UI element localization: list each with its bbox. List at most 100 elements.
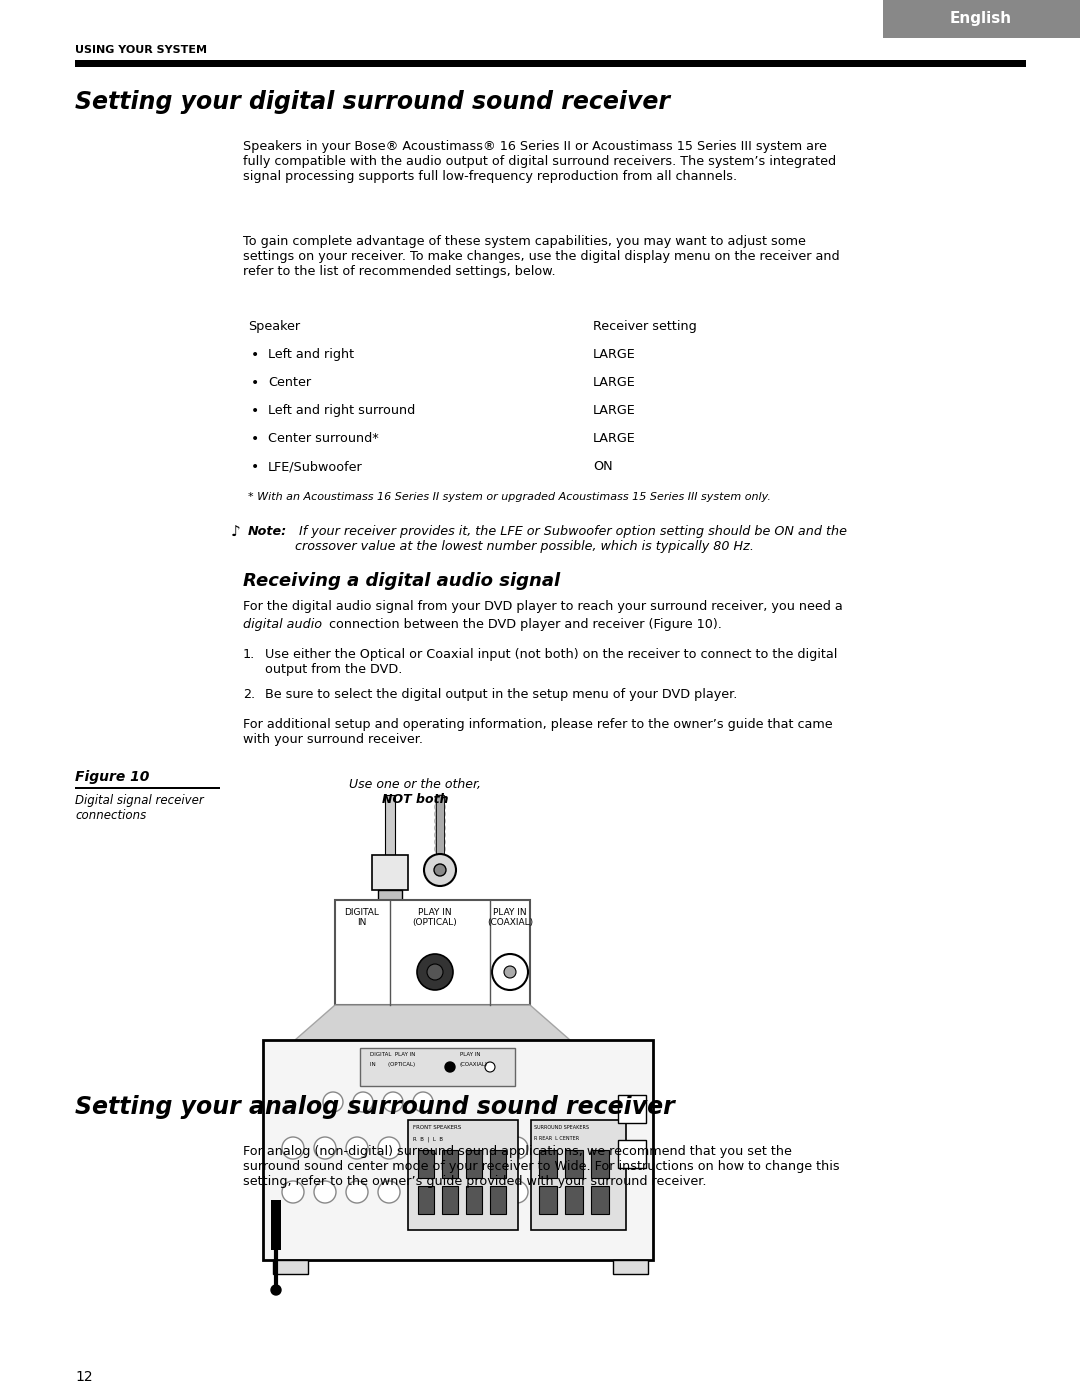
Text: LARGE: LARGE: [593, 404, 636, 416]
Circle shape: [434, 863, 446, 876]
Text: * With an Acoustimass 16 Series II system or upgraded Acoustimass 15 Series III : * With an Acoustimass 16 Series II syste…: [248, 492, 771, 502]
Bar: [378, 890, 402, 909]
Circle shape: [507, 1180, 528, 1203]
Text: IN       (OPTICAL): IN (OPTICAL): [370, 1062, 415, 1067]
Circle shape: [271, 1285, 281, 1295]
Text: Setting your analog surround sound receiver: Setting your analog surround sound recei…: [75, 1095, 675, 1119]
Circle shape: [314, 1137, 336, 1160]
Circle shape: [570, 1137, 592, 1160]
Circle shape: [417, 954, 453, 990]
Circle shape: [410, 1180, 432, 1203]
Bar: [360, 1048, 515, 1085]
Circle shape: [378, 1180, 400, 1203]
Bar: [271, 1200, 281, 1250]
Text: To gain complete advantage of these system capabilities, you may want to adjust : To gain complete advantage of these syst…: [243, 235, 839, 278]
Bar: [372, 855, 408, 890]
Bar: [442, 1150, 458, 1178]
Bar: [264, 1039, 653, 1260]
Circle shape: [538, 1180, 561, 1203]
Text: Figure 10: Figure 10: [75, 770, 149, 784]
Text: Receiving a digital audio signal: Receiving a digital audio signal: [243, 571, 561, 590]
Text: ♪: ♪: [231, 525, 241, 541]
Text: Digital signal receiver
connections: Digital signal receiver connections: [75, 793, 204, 821]
Text: For additional setup and operating information, please refer to the owner’s guid: For additional setup and operating infor…: [243, 718, 833, 746]
Circle shape: [442, 1180, 464, 1203]
Bar: [490, 1186, 507, 1214]
Circle shape: [323, 1092, 343, 1112]
Bar: [531, 1120, 626, 1229]
Text: Left and right surround: Left and right surround: [268, 404, 415, 416]
Circle shape: [353, 1092, 373, 1112]
Bar: [408, 1120, 518, 1229]
Text: PLAY IN
(COAXIAL): PLAY IN (COAXIAL): [487, 908, 534, 928]
Text: Center: Center: [268, 376, 311, 388]
Bar: [436, 795, 444, 855]
Text: connection between the DVD player and receiver (Figure 10).: connection between the DVD player and re…: [325, 617, 721, 631]
Bar: [591, 1150, 609, 1178]
Text: ON: ON: [593, 460, 612, 474]
Circle shape: [383, 1092, 403, 1112]
Bar: [565, 1150, 583, 1178]
Bar: [565, 1186, 583, 1214]
Bar: [618, 1140, 646, 1168]
Bar: [613, 1260, 648, 1274]
Bar: [335, 900, 530, 1004]
Bar: [539, 1186, 557, 1214]
Text: SURROUND SPEAKERS: SURROUND SPEAKERS: [534, 1125, 589, 1130]
Circle shape: [427, 964, 443, 981]
Text: LARGE: LARGE: [593, 376, 636, 388]
Text: Speaker: Speaker: [248, 320, 300, 332]
Text: Setting your digital surround sound receiver: Setting your digital surround sound rece…: [75, 89, 670, 115]
Text: LARGE: LARGE: [593, 348, 636, 360]
Circle shape: [424, 854, 456, 886]
Bar: [418, 1186, 434, 1214]
Circle shape: [410, 1137, 432, 1160]
Circle shape: [282, 1137, 303, 1160]
Text: USING YOUR SYSTEM: USING YOUR SYSTEM: [75, 45, 207, 54]
Circle shape: [492, 954, 528, 990]
Text: Left and right: Left and right: [268, 348, 354, 360]
Text: Use either the Optical or Coaxial input (not both) on the receiver to connect to: Use either the Optical or Coaxial input …: [265, 648, 837, 676]
Bar: [591, 1186, 609, 1214]
Bar: [465, 1186, 482, 1214]
Circle shape: [474, 1180, 496, 1203]
Text: Use one or the other,: Use one or the other,: [349, 778, 481, 791]
Text: 1.: 1.: [243, 648, 255, 661]
Circle shape: [485, 1062, 495, 1071]
Circle shape: [442, 1137, 464, 1160]
Text: •: •: [251, 404, 259, 418]
Text: 2.: 2.: [243, 687, 255, 701]
Bar: [75, 787, 220, 788]
Text: •: •: [251, 348, 259, 362]
Circle shape: [378, 1137, 400, 1160]
Circle shape: [314, 1180, 336, 1203]
Bar: [442, 1186, 458, 1214]
Text: 12: 12: [75, 1370, 93, 1384]
Bar: [539, 1150, 557, 1178]
Polygon shape: [295, 1004, 570, 1039]
Bar: [490, 1150, 507, 1178]
Text: English: English: [950, 11, 1012, 27]
Text: LARGE: LARGE: [593, 432, 636, 446]
Text: For analog (non-digital) surround sound applications, we recommend that you set : For analog (non-digital) surround sound …: [243, 1146, 839, 1187]
Bar: [465, 1150, 482, 1178]
Bar: [883, 0, 1080, 38]
Circle shape: [413, 1092, 433, 1112]
Bar: [273, 1260, 308, 1274]
Text: Speakers in your Bose® Acoustimass® 16 Series II or Acoustimass 15 Series III sy: Speakers in your Bose® Acoustimass® 16 S…: [243, 140, 836, 183]
Circle shape: [346, 1180, 368, 1203]
Text: PLAY IN
(OPTICAL): PLAY IN (OPTICAL): [413, 908, 457, 928]
Circle shape: [346, 1137, 368, 1160]
Text: NOT both: NOT both: [381, 793, 448, 806]
Text: •: •: [251, 460, 259, 474]
Text: R  B  |  L  B: R B | L B: [413, 1136, 443, 1141]
Text: DIGITAL
IN: DIGITAL IN: [345, 908, 379, 928]
Text: LFE/Subwoofer: LFE/Subwoofer: [268, 460, 363, 474]
Text: Center surround*: Center surround*: [268, 432, 379, 446]
Circle shape: [507, 1137, 528, 1160]
Text: Receiver setting: Receiver setting: [593, 320, 697, 332]
Bar: [75, 60, 1026, 67]
Text: If your receiver provides it, the LFE or Subwoofer option setting should be ON a: If your receiver provides it, the LFE or…: [295, 525, 847, 553]
Text: DIGITAL  PLAY IN: DIGITAL PLAY IN: [370, 1052, 416, 1058]
Text: digital audio: digital audio: [243, 617, 322, 631]
